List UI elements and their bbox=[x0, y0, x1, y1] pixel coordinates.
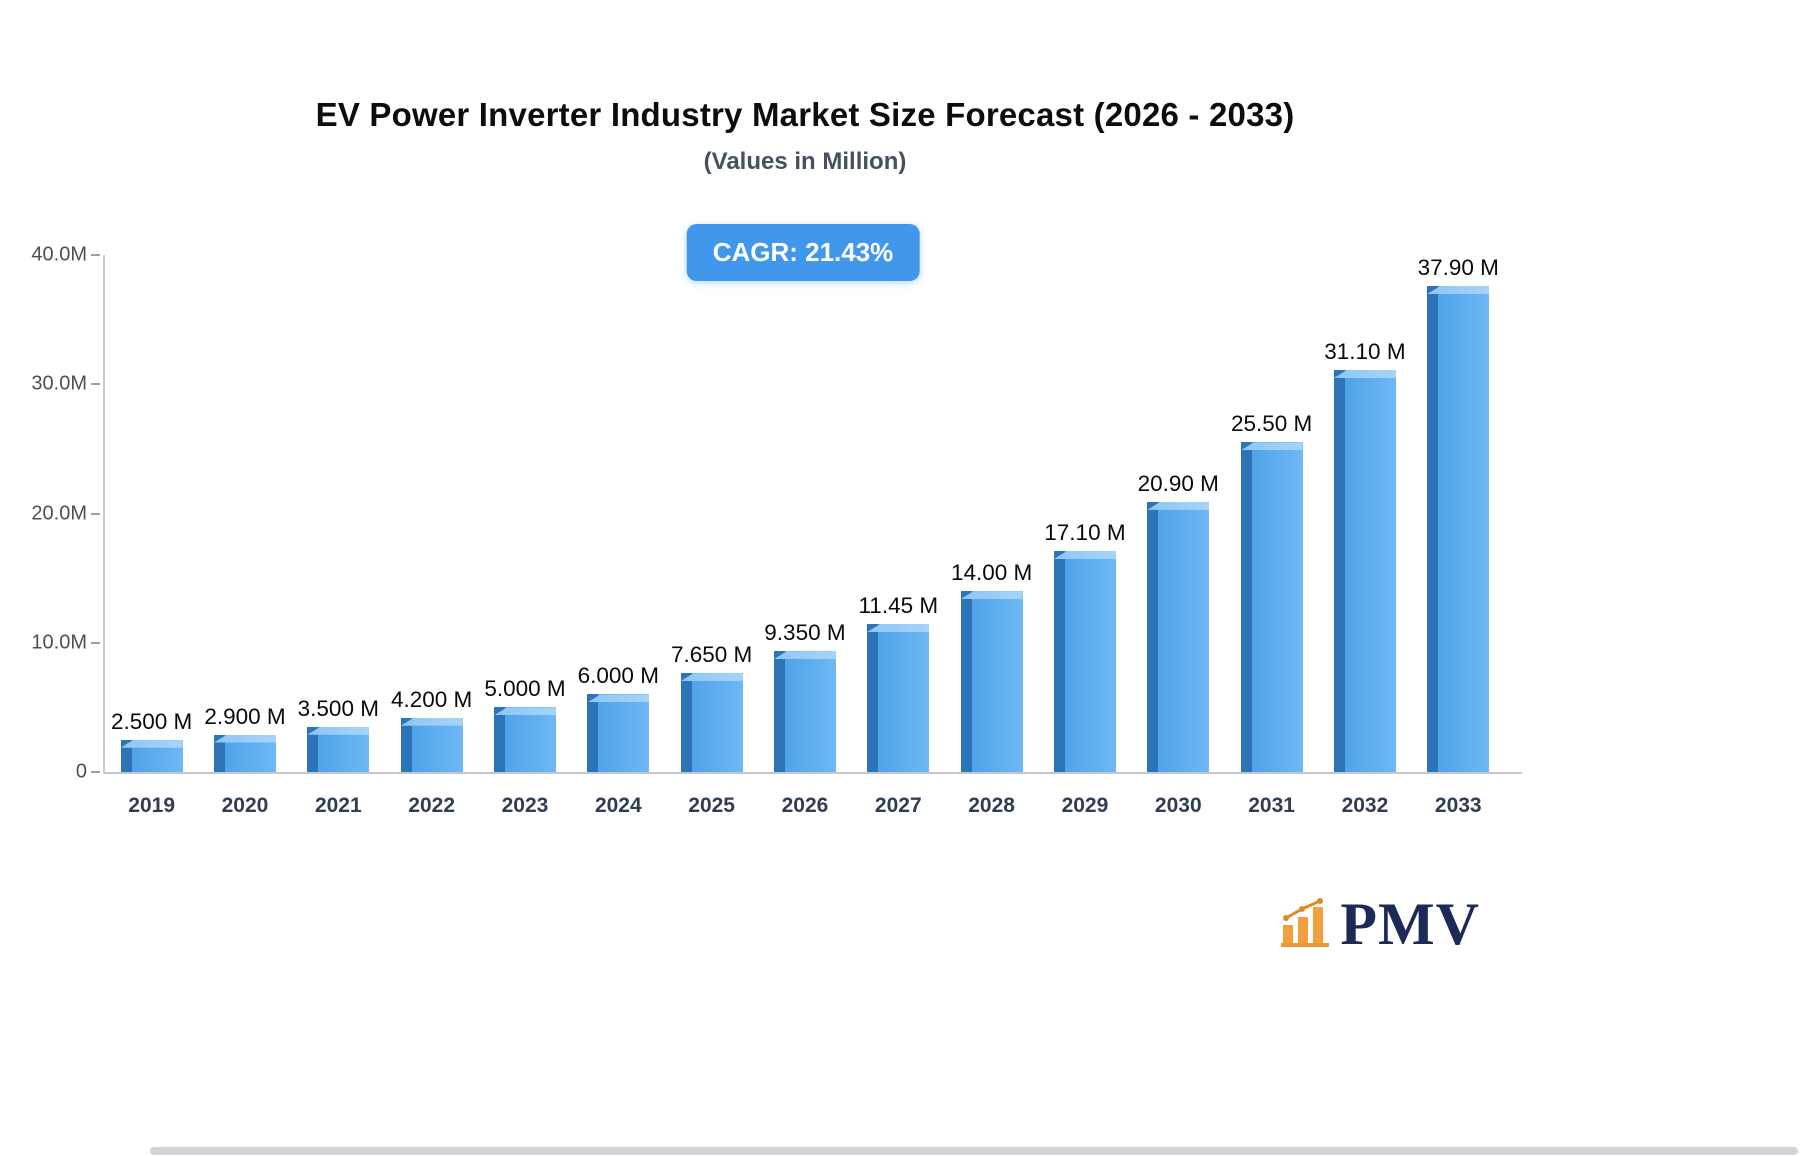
bar-value-label: 4.200 M bbox=[390, 686, 473, 712]
x-axis-label: 2026 bbox=[781, 794, 829, 817]
bars-container: 2.500 M 2019 2.900 M 2020 3.500 M 2021 4.200 M… bbox=[105, 255, 1505, 817]
bar-group: 9.350 M 2026 bbox=[758, 255, 851, 817]
logo-bar-chart-icon bbox=[1281, 898, 1330, 947]
x-axis-label: 2023 bbox=[501, 794, 549, 817]
y-tick-mark bbox=[91, 254, 100, 256]
x-axis-label: 2024 bbox=[594, 794, 642, 817]
bar-value-label: 37.90 M bbox=[1417, 255, 1499, 280]
x-axis-label: 2027 bbox=[874, 794, 922, 817]
bar-value-label: 5.000 M bbox=[484, 676, 566, 702]
bar-group: 17.10 M 2029 bbox=[1038, 255, 1131, 817]
y-tick-label: 30.0M bbox=[31, 372, 87, 395]
bar-group: 6.000 M 2024 bbox=[572, 255, 665, 817]
bar bbox=[307, 726, 370, 772]
x-axis-label: 2033 bbox=[1434, 794, 1482, 817]
bar-group: 2.900 M 2020 bbox=[198, 255, 291, 817]
bar-group: 20.90 M 2030 bbox=[1132, 255, 1225, 817]
bar-group: 2.500 M 2019 bbox=[105, 255, 198, 817]
y-tick-mark bbox=[91, 383, 100, 386]
y-tick-mark bbox=[91, 641, 100, 644]
bar bbox=[1333, 370, 1396, 772]
bar bbox=[867, 624, 930, 772]
bar-value-label: 2.900 M bbox=[204, 703, 286, 729]
cagr-badge: CAGR: 21.43% bbox=[686, 224, 920, 281]
x-axis-label: 2020 bbox=[221, 794, 269, 817]
bar-value-label: 6.000 M bbox=[577, 663, 659, 689]
y-tick-label: 0 bbox=[75, 760, 87, 783]
x-axis-label: 2029 bbox=[1061, 794, 1109, 817]
plot-area: 40.0M 30.0M 20.0M 10.0M 0 2.500 M 2019 2.900 M… bbox=[31, 244, 1522, 817]
x-axis-label: 2028 bbox=[968, 794, 1015, 817]
bar-group: 25.50 M 2031 bbox=[1225, 255, 1318, 817]
x-axis-label: 2025 bbox=[688, 794, 735, 817]
y-tick-label: 40.0M bbox=[31, 243, 87, 266]
x-axis-label: 2022 bbox=[408, 794, 455, 817]
bar-group: 14.00 M 2028 bbox=[945, 255, 1038, 817]
bar-group: 31.10 M 2032 bbox=[1318, 255, 1411, 817]
bar-value-label: 20.90 M bbox=[1137, 470, 1219, 496]
bar bbox=[1427, 286, 1490, 772]
bar-group: 7.650 M 2025 bbox=[665, 255, 758, 817]
x-axis-label: 2030 bbox=[1154, 794, 1202, 817]
bar-value-label: 3.500 M bbox=[297, 695, 379, 721]
bar-value-label: 9.350 M bbox=[764, 620, 846, 646]
bar-value-label: 17.10 M bbox=[1044, 519, 1126, 545]
y-axis: 40.0M 30.0M 20.0M 10.0M 0 bbox=[31, 244, 1522, 783]
y-tick-label: 20.0M bbox=[31, 502, 87, 524]
bar-value-label: 31.10 M bbox=[1324, 339, 1406, 365]
chart-title: EV Power Inverter Industry Market Size F… bbox=[315, 96, 1295, 133]
logo-text: PMV bbox=[1340, 890, 1480, 957]
bar bbox=[587, 694, 650, 772]
y-tick-label: 10.0M bbox=[31, 631, 87, 654]
bar-value-label: 14.00 M bbox=[950, 560, 1033, 586]
bar bbox=[960, 591, 1023, 772]
bar-group: 4.200 M 2022 bbox=[385, 255, 478, 817]
bar-value-label: 7.650 M bbox=[670, 642, 753, 668]
x-axis-label: 2031 bbox=[1248, 794, 1295, 817]
bar bbox=[213, 734, 276, 772]
horizontal-scrollbar-thumb[interactable] bbox=[150, 1147, 1798, 1155]
bar bbox=[493, 707, 556, 772]
x-axis-label: 2021 bbox=[314, 794, 362, 817]
bar bbox=[680, 673, 743, 772]
y-tick-mark bbox=[91, 771, 100, 773]
bar-group: 3.500 M 2021 bbox=[292, 255, 385, 817]
bar-value-label: 25.50 M bbox=[1230, 411, 1313, 437]
bar-value-label: 11.45 M bbox=[858, 593, 939, 619]
bar-group: 37.90 M 2033 bbox=[1412, 255, 1505, 817]
pmv-logo: PMV bbox=[1279, 890, 1480, 957]
x-axis-label: 2019 bbox=[128, 794, 176, 817]
bar-group: 5.000 M 2023 bbox=[478, 255, 571, 817]
bar bbox=[400, 717, 463, 772]
y-tick-mark bbox=[91, 512, 100, 515]
x-axis-label: 2032 bbox=[1341, 794, 1389, 817]
bar bbox=[1240, 442, 1303, 772]
chart-subtitle: (Values in Million) bbox=[703, 148, 907, 175]
bar bbox=[1147, 501, 1210, 772]
bar-value-label: 2.500 M bbox=[111, 708, 193, 734]
bar bbox=[773, 651, 836, 772]
bar-group: 11.45 M 2027 bbox=[852, 255, 945, 817]
bar bbox=[120, 739, 183, 772]
bar bbox=[1053, 550, 1116, 772]
